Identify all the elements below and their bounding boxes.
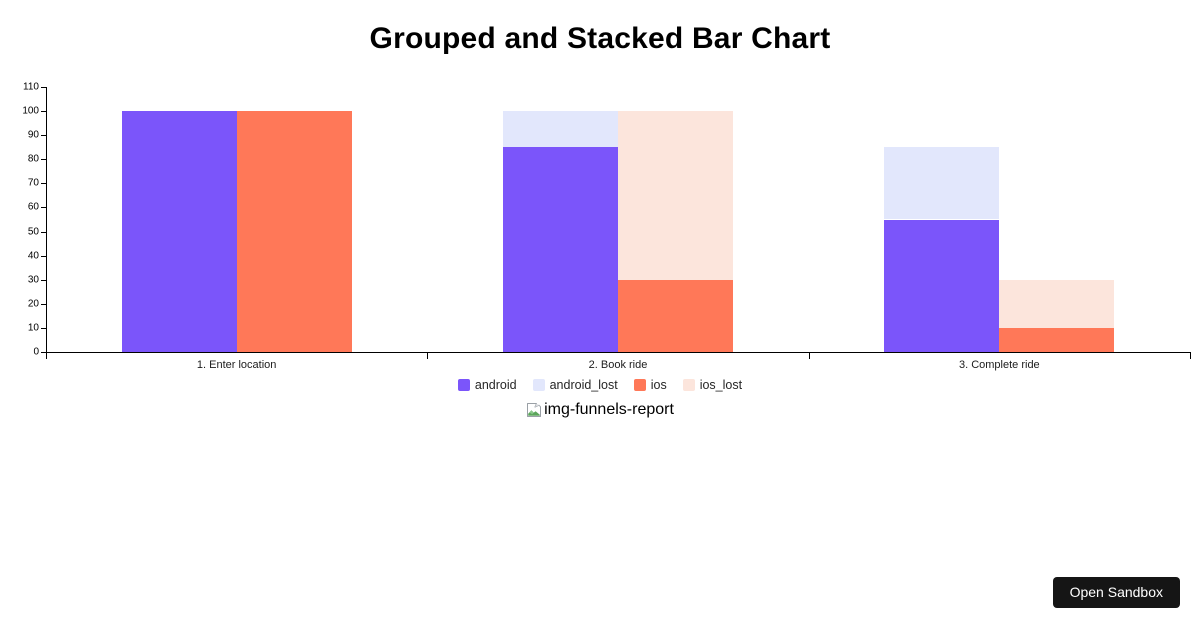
legend-swatch-android_lost [532, 379, 545, 391]
bar-segment-ios [999, 327, 1115, 352]
legend-swatch-ios_lost [682, 379, 695, 391]
legend-label-ios: ios [650, 378, 667, 392]
y-axis-tick-label: 80 [27, 153, 39, 165]
legend-swatch-android [457, 379, 470, 391]
bar-segment-android [503, 147, 618, 352]
legend-item-android_lost[interactable]: android_lost [532, 378, 618, 392]
x-axis-tick [427, 353, 429, 359]
y-axis-tick-label: 110 [23, 81, 39, 93]
legend-item-android[interactable]: android [457, 378, 517, 392]
bar-segment-ios [618, 279, 733, 352]
chart-title: Grouped and Stacked Bar Chart [369, 22, 831, 55]
bar-segment-ios [236, 111, 352, 352]
legend-swatch-ios [633, 379, 646, 391]
bar-segment-ios_lost [618, 111, 733, 280]
legend-item-ios[interactable]: ios [633, 378, 667, 392]
legend-label-android: android [474, 378, 517, 392]
bar-segment-android_lost [884, 147, 1000, 220]
x-axis-tick [808, 353, 810, 359]
broken-image-row: img-funnels-report [0, 401, 1200, 419]
y-axis-tick-label: 40 [27, 250, 39, 262]
y-axis-tick [41, 231, 46, 233]
y-axis-tick [41, 87, 46, 88]
bar-segment-android [121, 111, 237, 352]
y-axis-tick [41, 327, 46, 329]
chart-legend: android android_lost ios ios_lost [0, 378, 1200, 392]
y-axis-tick-label: 20 [27, 298, 39, 310]
y-axis-tick-label: 50 [27, 226, 39, 238]
broken-image-alt-text: img-funnels-report [544, 401, 674, 418]
y-axis-tick-label: 10 [27, 322, 39, 334]
y-axis-tick [41, 135, 46, 137]
y-axis-tick [41, 111, 46, 113]
y-axis-tick-label: 90 [27, 129, 39, 141]
y-axis-tick [41, 303, 46, 305]
legend-item-ios_lost[interactable]: ios_lost [682, 378, 743, 392]
broken-image-icon [526, 402, 542, 418]
x-axis-line [46, 352, 1191, 353]
x-axis-category-label: 2. Book ride [588, 359, 648, 371]
y-axis-tick-label: 30 [27, 274, 39, 286]
y-axis-line [46, 87, 47, 352]
y-axis-tick [41, 255, 46, 257]
x-axis-tick [46, 353, 47, 359]
y-axis-tick [41, 352, 46, 353]
x-axis-category-label: 1. Enter location [196, 359, 277, 371]
x-axis-category-label: 3. Complete ride [958, 359, 1040, 371]
x-axis-tick [1190, 353, 1191, 359]
legend-label-android_lost: android_lost [549, 378, 618, 392]
bar-segment-android_lost [503, 111, 618, 148]
y-axis-tick-label: 100 [22, 105, 39, 117]
y-axis-tick-label: 60 [27, 201, 39, 213]
open-sandbox-button[interactable]: Open Sandbox [1052, 576, 1180, 608]
legend-label-ios_lost: ios_lost [699, 378, 743, 392]
y-axis-tick [41, 207, 46, 209]
y-axis-tick-label: 0 [33, 346, 39, 358]
bar-segment-ios_lost [999, 279, 1115, 328]
y-axis-tick [41, 159, 46, 161]
y-axis-tick [41, 279, 46, 281]
bar-segment-android [884, 219, 1000, 352]
y-axis-tick [41, 183, 46, 185]
y-axis-tick-label: 70 [27, 177, 39, 189]
